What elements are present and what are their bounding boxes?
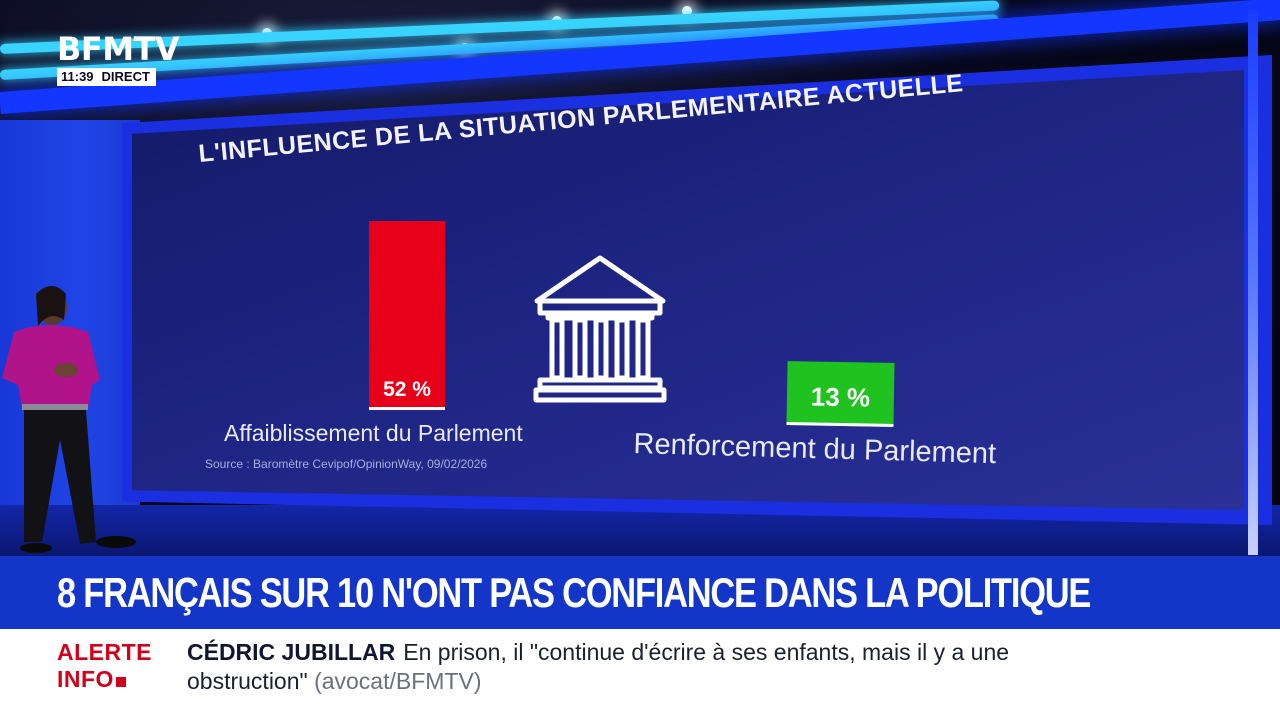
logo-wordmark: BFMTV bbox=[57, 30, 180, 68]
alert-badge-line2: INFO bbox=[57, 666, 114, 692]
alert-badge-line1: ALERTE bbox=[57, 639, 152, 665]
alert-info-badge: ALERTE INFO bbox=[57, 639, 152, 693]
channel-logo: BFMTV 11:39 DIRECT bbox=[57, 30, 180, 86]
headline-banner: 8 FRANÇAIS SUR 10 N'ONT PAS CONFIANCE DA… bbox=[0, 556, 1280, 629]
broadcast-time: 11:39 bbox=[61, 69, 94, 84]
live-indicator: 11:39 DIRECT bbox=[57, 68, 156, 86]
video-wall-screen bbox=[132, 70, 1244, 510]
studio-background: L'INFLUENCE DE LA SITUATION PARLEMENTAIR… bbox=[0, 0, 1280, 556]
alert-square-icon bbox=[115, 677, 126, 687]
ticker-attribution: (avocat/BFMTV) bbox=[314, 668, 482, 694]
bar-value-weakening: 52 % bbox=[383, 378, 431, 401]
bar-weakening: 52 % bbox=[369, 221, 445, 410]
news-ticker: ALERTE INFO CÉDRIC JUBILLAR En prison, il… bbox=[0, 629, 1280, 720]
ticker-subject: CÉDRIC JUBILLAR bbox=[187, 639, 396, 665]
headline-text: 8 FRANÇAIS SUR 10 N'ONT PAS CONFIANCE DA… bbox=[57, 568, 1091, 616]
chart-source: Source : Baromètre Cevipof/OpinionWay, 0… bbox=[205, 457, 488, 471]
ceiling-light bbox=[682, 6, 692, 16]
video-wall-edge bbox=[1248, 10, 1258, 555]
presenter-figure bbox=[2, 286, 136, 553]
live-label: DIRECT bbox=[101, 69, 150, 84]
bar-value-strengthening: 13 % bbox=[810, 381, 871, 413]
ticker-message: CÉDRIC JUBILLAR En prison, il "continue d… bbox=[187, 638, 1047, 696]
ticker-body: En prison, il "continue d'écrire à ses e… bbox=[187, 639, 1010, 694]
bar-strengthening: 13 % bbox=[786, 361, 895, 427]
parliament-building-icon bbox=[533, 255, 667, 403]
category-label-weakening: Affaiblissement du Parlement bbox=[224, 420, 523, 446]
